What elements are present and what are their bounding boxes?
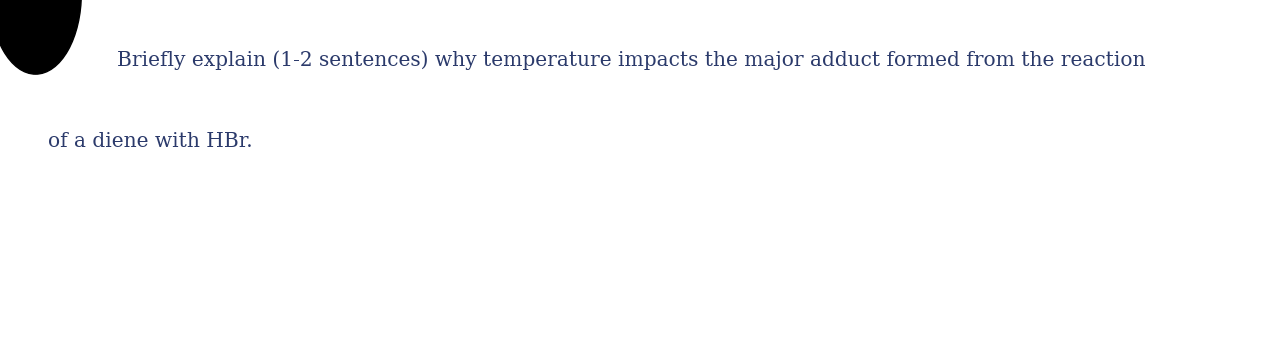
Text: of a diene with HBr.: of a diene with HBr. bbox=[48, 132, 253, 151]
Ellipse shape bbox=[0, 0, 81, 74]
Text: Briefly explain (1-2 sentences) why temperature impacts the major adduct formed : Briefly explain (1-2 sentences) why temp… bbox=[117, 51, 1145, 70]
